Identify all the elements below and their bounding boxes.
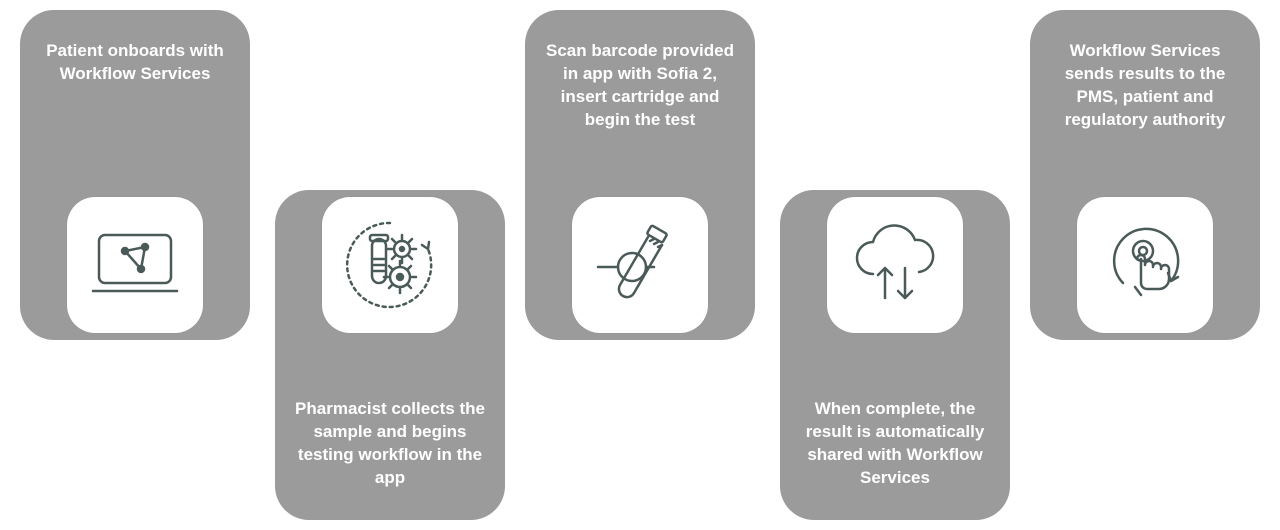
scan-tube-icon [590, 215, 690, 315]
step-4-icon-tile [827, 197, 963, 333]
step-2-label: Pharmacist collects the sample and begin… [293, 398, 487, 490]
touch-target-icon [1095, 215, 1195, 315]
step-1-label: Patient onboards with Workflow Services [38, 40, 232, 86]
step-2-icon-tile [322, 197, 458, 333]
step-3-icon-tile [572, 197, 708, 333]
step-5-label: Workflow Services sends results to the P… [1048, 40, 1242, 132]
step-5-icon-tile [1077, 197, 1213, 333]
step-1-icon-tile [67, 197, 203, 333]
laptop-play-icon [87, 229, 183, 301]
step-3-label: Scan barcode provided in app with Sofia … [543, 40, 737, 132]
cloud-sync-icon [843, 220, 947, 310]
test-gears-icon [340, 215, 440, 315]
step-4-label: When complete, the result is automatical… [798, 398, 992, 490]
